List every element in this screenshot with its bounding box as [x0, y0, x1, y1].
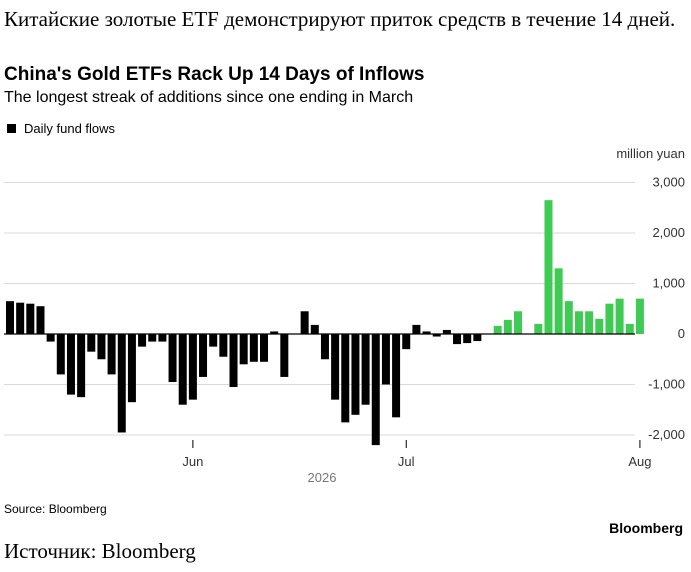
- bar: [544, 200, 553, 334]
- y-tick-label: 0: [678, 326, 685, 341]
- bar: [493, 325, 502, 334]
- bar: [107, 334, 116, 375]
- chart-legend: Daily fund flows: [4, 121, 115, 136]
- bar: [87, 334, 96, 352]
- bar: [473, 334, 482, 342]
- bar: [351, 334, 360, 415]
- bar: [77, 334, 86, 398]
- bar: [66, 334, 75, 395]
- source-note: Source: Bloomberg: [4, 502, 107, 516]
- x-tick-label: Jun: [182, 454, 203, 469]
- bar: [158, 334, 167, 342]
- bar: [595, 318, 604, 334]
- bar: [585, 311, 594, 335]
- bar: [392, 334, 401, 418]
- bar: [635, 298, 644, 334]
- bar: [188, 334, 197, 400]
- bar: [6, 301, 14, 335]
- bar: [432, 334, 441, 337]
- bar: [280, 334, 289, 377]
- y-tick-label: 2,000: [652, 225, 685, 240]
- chart-subtitle: The longest streak of additions since on…: [4, 89, 414, 106]
- bar: [56, 334, 65, 375]
- bar: [463, 334, 472, 344]
- bar: [26, 303, 35, 334]
- bar: [361, 334, 370, 405]
- translated-title: Китайские золотые ETF демонстрируют прит…: [4, 7, 676, 31]
- translated-source: Источник: Bloomberg: [4, 539, 196, 563]
- bar: [199, 334, 208, 377]
- bar-chart: 3,000 2,000 1,000 0 -1,000 -2,000 million yuan…: [4, 146, 685, 485]
- bar: [341, 334, 350, 423]
- x-tick-label: Aug: [628, 454, 651, 469]
- bar: [117, 334, 126, 433]
- y-tick-label: 3,000: [652, 175, 685, 190]
- bar: [97, 334, 106, 360]
- legend-label: Daily fund flows: [24, 121, 116, 136]
- bar: [168, 334, 177, 382]
- bar: [260, 334, 268, 362]
- bar: [249, 334, 258, 362]
- bloomberg-logo: Bloomberg: [609, 520, 683, 536]
- bar: [422, 331, 431, 334]
- bar: [402, 334, 411, 350]
- x-tick-label: Jul: [398, 454, 415, 469]
- bar: [320, 334, 329, 360]
- bar: [16, 302, 25, 334]
- bar: [554, 268, 563, 334]
- bar: [46, 334, 55, 342]
- bar: [615, 298, 624, 334]
- y-tick-label: -2,000: [648, 427, 685, 442]
- bar: [574, 311, 583, 335]
- bar: [300, 311, 309, 335]
- bar: [209, 334, 218, 347]
- bar: [331, 334, 340, 400]
- bar: [178, 334, 187, 405]
- bar: [270, 331, 279, 334]
- bar: [138, 334, 147, 347]
- bar: [605, 303, 614, 334]
- y-tick-label: -1,000: [648, 377, 685, 392]
- bar: [625, 323, 634, 334]
- chart-title: China's Gold ETFs Rack Up 14 Days of Inf…: [4, 64, 425, 85]
- bar: [564, 301, 573, 335]
- bar: [127, 334, 136, 403]
- bar: [514, 311, 522, 335]
- bar: [36, 306, 45, 334]
- bar: [229, 334, 238, 388]
- bar: [381, 334, 390, 385]
- y-unit-label: million yuan: [616, 146, 685, 161]
- bar: [219, 334, 228, 357]
- year-label: 2026: [308, 470, 337, 485]
- bar: [503, 319, 512, 334]
- bar: [442, 329, 451, 334]
- bar: [412, 324, 421, 334]
- bar: [534, 323, 543, 334]
- bar: [453, 334, 462, 345]
- bar: [371, 334, 380, 446]
- bar: [310, 324, 319, 334]
- bar: [239, 334, 248, 365]
- y-tick-label: 1,000: [652, 276, 685, 291]
- legend-swatch: [7, 124, 16, 133]
- bar: [148, 334, 157, 342]
